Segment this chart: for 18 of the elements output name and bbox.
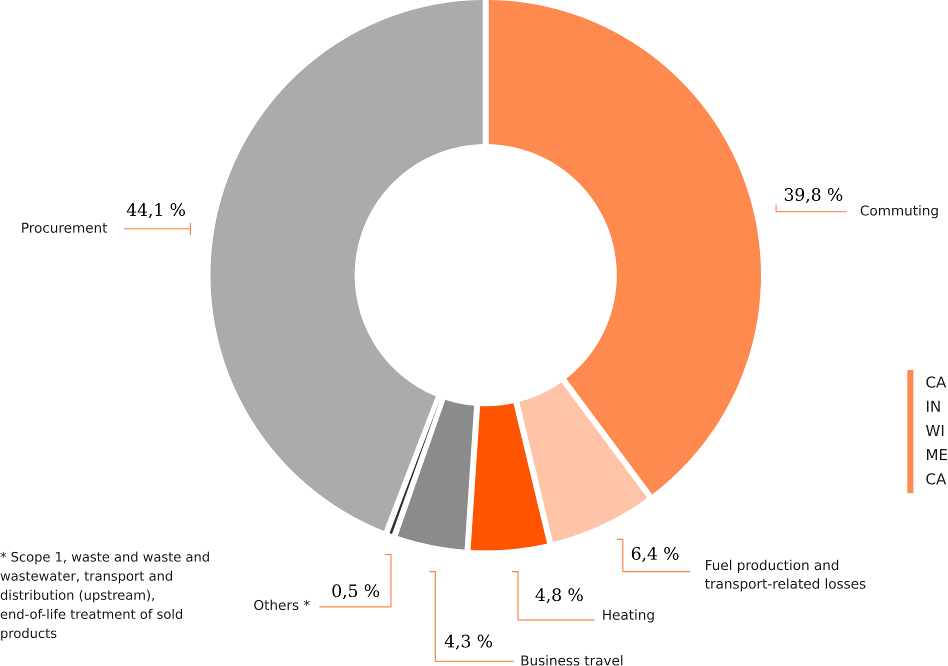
text: WI xyxy=(926,425,944,436)
slice-label: Procurement xyxy=(22,222,108,234)
text: CA xyxy=(926,376,946,388)
text: CA xyxy=(926,473,946,485)
text: IN xyxy=(926,400,940,412)
data-label: 0,5 % xyxy=(332,584,380,600)
data-label: 6,4 % xyxy=(632,547,679,562)
text: * Scope 1, waste and waste and wastewater, transport and distribution (upstream), end-of-life treatment of sold products xyxy=(0,552,209,641)
data-label: 4,3 % xyxy=(444,634,492,650)
data-label: 44,1 % xyxy=(126,203,185,218)
data-label: 39,8 % xyxy=(784,188,842,204)
data-label: 4,8 % xyxy=(535,588,583,604)
slice-label: Others * xyxy=(254,600,310,610)
slice-label: Fuel production and transport-related losses xyxy=(705,560,866,592)
slice-label: Heating xyxy=(603,610,654,623)
slice-label: Business travel xyxy=(522,655,622,666)
slice-label: Commuting xyxy=(860,205,938,218)
text: ME xyxy=(926,449,948,460)
